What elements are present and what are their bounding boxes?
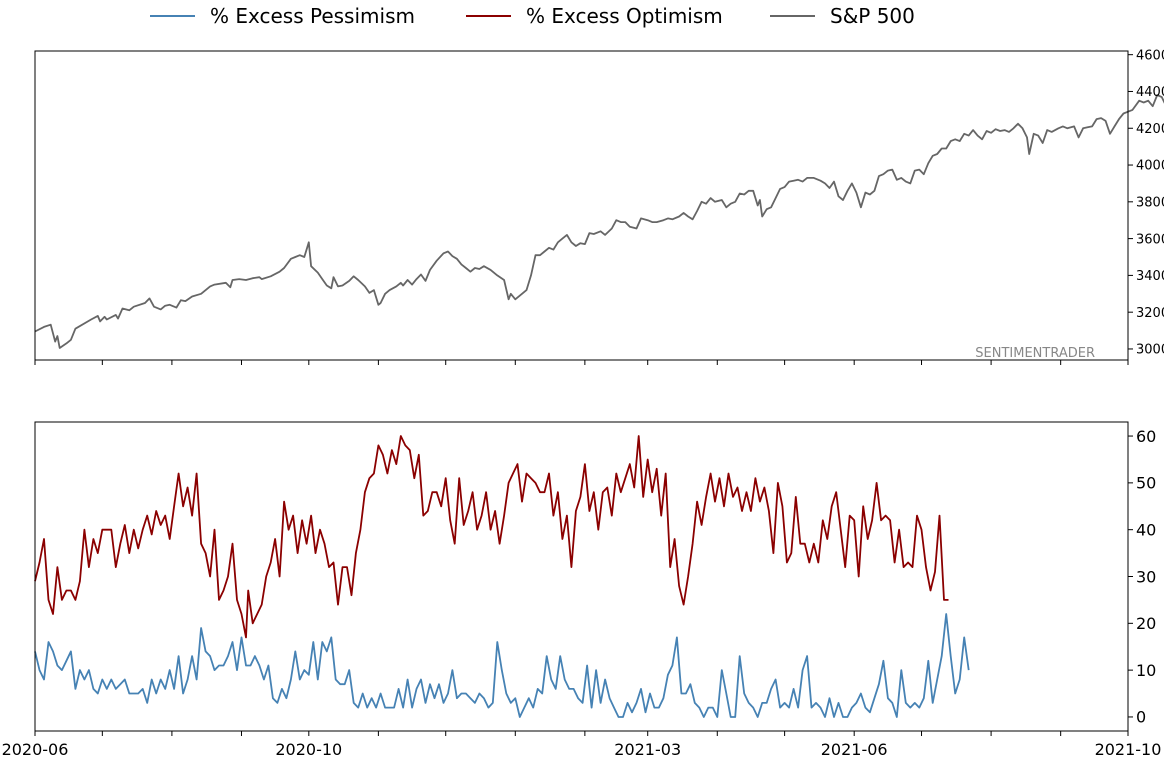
sentiment-panel: 0 10 20 30 40 50 60 2020-06 2020-10 2021-03 2021-0… bbox=[2, 421, 1162, 759]
watermark: SENTIMENTRADER bbox=[975, 346, 1095, 361]
legend-label: % Excess Pessimism bbox=[210, 4, 415, 28]
x-tick-label: 2021-10 bbox=[1095, 740, 1162, 759]
y-tick-label: 10 bbox=[1136, 661, 1156, 680]
legend: % Excess Pessimism % Excess Optimism S&P 5… bbox=[150, 4, 915, 28]
plot-frame bbox=[34, 50, 1129, 361]
x-tick-label: 2020-06 bbox=[2, 740, 69, 759]
x-tick-label: 2021-06 bbox=[821, 740, 888, 759]
y-tick-label: 4000 bbox=[1136, 159, 1164, 174]
y-tick-label: 30 bbox=[1136, 567, 1156, 586]
excess-pessimism-line bbox=[34, 613, 970, 718]
x-tick-label: 2020-10 bbox=[275, 740, 342, 759]
y-tick-label: 4200 bbox=[1136, 122, 1164, 137]
y-tick-label: 4400 bbox=[1136, 85, 1164, 100]
s-p-500-line bbox=[34, 94, 1164, 349]
x-tick-label: 2021-03 bbox=[614, 740, 681, 759]
excess-optimism-line bbox=[34, 435, 949, 639]
y-tick-label: 50 bbox=[1136, 474, 1156, 493]
y-tick-label: 0 bbox=[1136, 708, 1146, 727]
y-tick-label: 3200 bbox=[1136, 306, 1164, 321]
y-tick-label: 20 bbox=[1136, 614, 1156, 633]
y-tick-label: 3800 bbox=[1136, 196, 1164, 211]
legend-label: % Excess Optimism bbox=[526, 4, 723, 28]
legend-label: S&P 500 bbox=[830, 4, 915, 28]
y-tick-label: 40 bbox=[1136, 520, 1156, 539]
y-tick-label: 3400 bbox=[1136, 269, 1164, 284]
y-tick-label: 3600 bbox=[1136, 232, 1164, 247]
y-tick-label: 3000 bbox=[1136, 343, 1164, 358]
plot-frame bbox=[34, 421, 1129, 732]
y-tick-label: 60 bbox=[1136, 427, 1156, 446]
